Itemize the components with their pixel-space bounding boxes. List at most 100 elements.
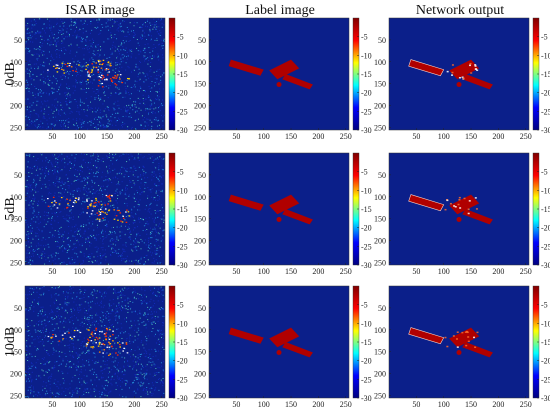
noise-speckle: [95, 173, 97, 175]
noise-speckle: [84, 39, 86, 41]
noise-speckle: [77, 354, 79, 356]
noise-speckle: [133, 22, 135, 24]
noise-speckle: [54, 124, 56, 126]
noise-speckle: [67, 178, 69, 180]
noise-speckle: [124, 55, 126, 57]
noise-speckle: [101, 257, 103, 259]
noise-speckle: [74, 231, 76, 233]
noise-speckle: [47, 257, 49, 259]
noise-speckle: [110, 95, 112, 97]
noise-speckle: [109, 56, 111, 58]
noise-speckle: [122, 289, 124, 291]
noise-speckle: [159, 246, 161, 248]
noise-speckle: [152, 23, 154, 25]
noise-speckle: [138, 218, 140, 220]
noise-speckle: [45, 244, 47, 246]
noise-speckle: [51, 27, 53, 29]
noise-speckle: [56, 83, 58, 85]
noise-speckle: [65, 388, 67, 390]
noise-speckle: [67, 297, 69, 299]
x-tick-label: 150: [465, 267, 477, 276]
noise-speckle: [72, 61, 74, 63]
noise-speckle: [58, 29, 60, 31]
noise-speckle: [88, 191, 90, 193]
noise-speckle: [62, 234, 64, 236]
noise-speckle: [51, 367, 53, 369]
noise-speckle: [138, 217, 140, 219]
noise-speckle: [117, 50, 119, 52]
noise-speckle: [58, 391, 60, 393]
output-artifact: [465, 344, 468, 347]
noise-speckle: [86, 83, 88, 85]
scatterer: [97, 85, 100, 87]
noise-speckle: [137, 378, 139, 380]
noise-speckle: [132, 250, 134, 252]
noise-speckle: [114, 287, 116, 289]
noise-speckle: [84, 289, 86, 291]
noise-speckle: [98, 334, 100, 336]
noise-speckle: [160, 293, 162, 295]
noise-speckle: [84, 48, 86, 50]
noise-speckle: [79, 228, 81, 230]
noise-speckle: [111, 181, 113, 183]
noise-speckle: [36, 183, 38, 185]
noise-speckle: [32, 210, 34, 212]
noise-speckle: [97, 157, 99, 159]
noise-speckle: [61, 78, 63, 80]
noise-speckle: [53, 155, 55, 157]
noise-speckle: [111, 18, 113, 20]
noise-speckle: [68, 72, 70, 74]
noise-speckle: [143, 167, 145, 169]
noise-speckle: [76, 26, 78, 28]
noise-speckle: [107, 109, 109, 111]
noise-speckle: [108, 307, 110, 309]
noise-speckle: [126, 299, 128, 301]
noise-speckle: [63, 382, 65, 384]
noise-speckle: [25, 371, 27, 373]
noise-speckle: [126, 51, 128, 53]
noise-speckle: [91, 292, 93, 294]
noise-speckle: [69, 198, 71, 200]
noise-speckle: [72, 327, 74, 329]
noise-speckle: [109, 319, 111, 321]
colorbar-tick-label: -20: [541, 224, 550, 233]
noise-speckle: [94, 356, 96, 358]
scatterer: [109, 353, 112, 355]
noise-speckle: [99, 66, 101, 68]
noise-speckle: [48, 193, 50, 195]
noise-speckle: [142, 390, 144, 392]
noise-speckle: [58, 294, 60, 296]
noise-speckle: [60, 83, 62, 85]
noise-speckle: [143, 90, 145, 92]
noise-speckle: [130, 215, 132, 217]
noise-speckle: [150, 191, 152, 193]
noise-speckle: [140, 381, 142, 383]
noise-speckle: [42, 115, 44, 117]
noise-speckle: [120, 155, 122, 157]
noise-speckle: [134, 358, 136, 360]
noise-speckle: [111, 310, 113, 312]
noise-speckle: [111, 231, 113, 233]
noise-speckle: [113, 36, 115, 38]
noise-speckle: [128, 91, 130, 93]
noise-speckle: [26, 345, 28, 347]
noise-speckle: [57, 306, 59, 308]
noise-speckle: [96, 88, 98, 90]
noise-speckle: [85, 224, 87, 226]
noise-speckle: [139, 204, 141, 206]
noise-speckle: [106, 125, 108, 127]
noise-speckle: [108, 29, 110, 31]
noise-speckle: [28, 111, 30, 113]
noise-speckle: [85, 80, 87, 82]
noise-speckle: [103, 351, 105, 353]
colorbar-tick-label: -5: [541, 301, 548, 310]
noise-speckle: [140, 87, 142, 89]
noise-speckle: [85, 391, 87, 393]
scatterer: [99, 63, 101, 65]
noise-speckle: [58, 321, 60, 323]
noise-speckle: [132, 382, 134, 384]
noise-speckle: [150, 35, 152, 37]
noise-speckle: [118, 104, 120, 106]
noise-speckle: [40, 95, 42, 97]
noise-speckle: [133, 246, 135, 248]
